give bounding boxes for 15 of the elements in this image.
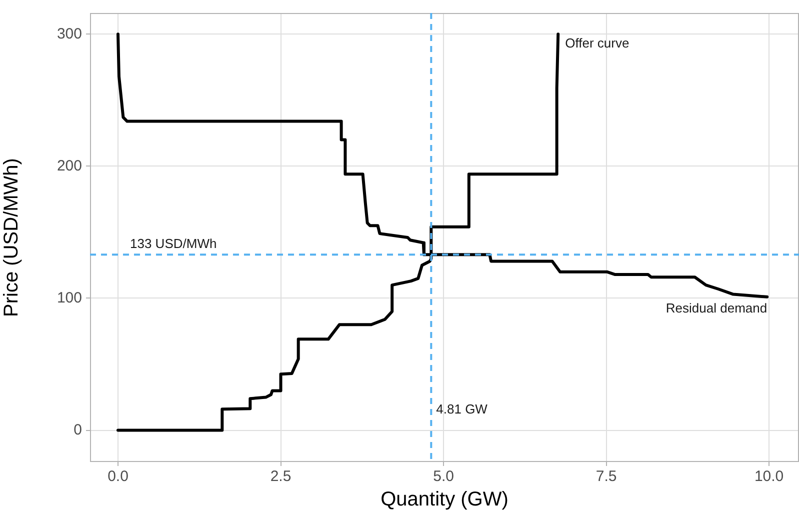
x-axis-title: Quantity (GW) [380,488,508,511]
x-tick-label: 7.5 [596,468,617,486]
y-tick-label: 300 [56,25,82,42]
x-tick-label: 0.0 [108,468,128,486]
y-tick-label: 0 [74,421,82,438]
x-tick-label: 5.0 [433,468,454,486]
x-tick-label: 10.0 [754,468,784,486]
y-axis-title: Price (USD/MWh) [0,158,23,317]
series-label: Offer curve [565,36,630,51]
ref-line-label: 133 USD/MWh [130,236,217,252]
y-tick-label: 100 [56,289,82,306]
x-tick-label: 2.5 [270,468,292,486]
y-tick-label: 200 [56,157,82,174]
series-label: Residual demand [666,300,768,316]
ref-line-label: 4.81 GW [436,402,488,417]
